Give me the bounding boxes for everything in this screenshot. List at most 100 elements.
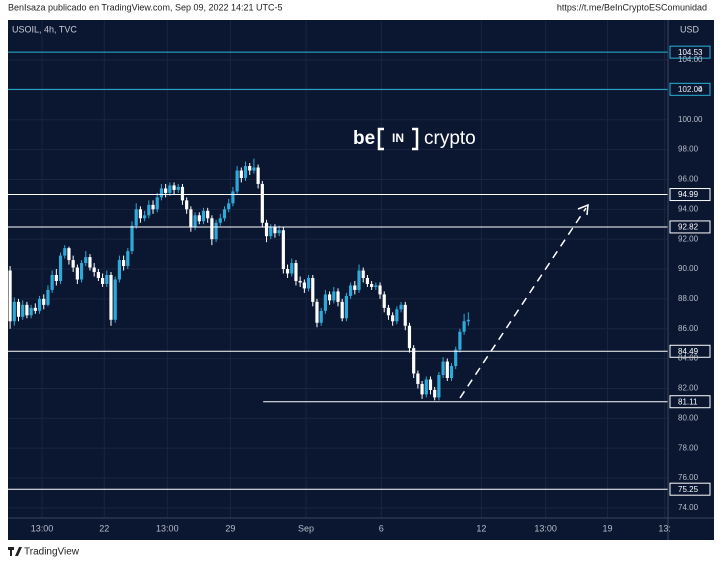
candle-body	[176, 186, 180, 190]
candle-body	[79, 263, 84, 280]
candle-body	[151, 204, 155, 210]
x-tick-label: 12	[476, 523, 486, 533]
candle-body	[269, 227, 273, 237]
candle-body	[311, 277, 315, 302]
level-label: 75.25	[678, 485, 699, 494]
candle-body	[189, 209, 193, 228]
y-tick-label: 88.00	[678, 294, 699, 303]
y-tick-label: 90.00	[678, 264, 699, 273]
candle-body	[201, 210, 206, 222]
candle-body	[239, 170, 243, 178]
level-label: 81.11	[678, 397, 698, 406]
link[interactable]: https://t.me/BeInCryptoESComunidad	[557, 2, 707, 12]
watermark: be IN crypto	[353, 127, 476, 151]
candle-body	[210, 218, 214, 240]
candle-body	[235, 170, 239, 192]
projection-arrow	[459, 203, 589, 399]
candle-body	[458, 331, 462, 350]
author-line: BenIsaza publicado en TradingView.com, S…	[8, 2, 283, 12]
candle-body	[243, 166, 248, 178]
candle-body	[332, 291, 336, 301]
candle-body	[391, 315, 395, 322]
candle-body	[248, 166, 252, 171]
candle-body	[29, 307, 33, 316]
candle-body	[231, 191, 235, 204]
candle-body	[75, 267, 79, 280]
candle-body	[147, 204, 151, 216]
level-label: 92.82	[678, 223, 699, 232]
candle-body	[336, 291, 340, 302]
candle-body	[84, 257, 88, 264]
candle-body	[37, 298, 42, 311]
level-label-box	[669, 395, 711, 409]
candle-body	[416, 373, 420, 384]
y-tick-label: 94.00	[678, 204, 699, 213]
x-tick-label: 22	[99, 523, 109, 533]
y-tick-label: 86.00	[678, 324, 699, 333]
y-tick-label: 102.00	[678, 85, 703, 94]
watermark-in: IN	[392, 131, 404, 145]
candle-body	[361, 270, 365, 278]
x-tick-label: 13:00	[31, 523, 54, 533]
candle-body	[395, 309, 399, 322]
candle-body	[437, 375, 441, 398]
candle-body	[386, 307, 391, 316]
candle-body	[143, 215, 147, 219]
candle-body	[323, 294, 327, 311]
footer-logo: TradingView	[8, 547, 80, 558]
candle-body	[454, 349, 458, 367]
level-label-box	[669, 220, 711, 234]
candle-body	[319, 310, 323, 323]
candle-body	[117, 260, 122, 280]
x-tick-label: 19	[602, 523, 612, 533]
level-label: 84.49	[678, 347, 699, 356]
candle-body	[407, 325, 412, 349]
x-tick-label: 29	[225, 523, 235, 533]
candle-body	[21, 304, 25, 317]
y-tick-label: 98.00	[678, 145, 699, 154]
candle-body	[159, 188, 164, 198]
candle-body	[63, 248, 67, 256]
candle-body	[273, 227, 277, 234]
candle-body	[294, 263, 298, 281]
candle-body	[222, 209, 227, 219]
y-tick-label: 82.00	[678, 384, 699, 393]
candle-body	[302, 282, 306, 289]
candle-body	[33, 307, 37, 311]
candle-body	[252, 167, 256, 171]
projection-line	[459, 207, 587, 399]
candle-body	[214, 222, 218, 240]
candle-body	[193, 215, 197, 228]
level-label: 94.99	[678, 190, 699, 199]
candle-body	[344, 295, 349, 319]
candle-body	[441, 361, 445, 376]
candle-body	[50, 275, 54, 290]
level-label-box	[669, 82, 711, 96]
candle-body	[155, 197, 159, 210]
candle-body	[12, 301, 16, 322]
x-tick-label: Sep	[298, 523, 314, 533]
candle-body	[180, 186, 185, 201]
x-tick-label: 13:00	[156, 523, 179, 533]
y-tick-label: 92.00	[678, 234, 699, 243]
x-tick-label: 6	[379, 523, 384, 533]
candles	[8, 158, 470, 401]
level-label-box	[669, 188, 711, 202]
candle-body	[54, 275, 58, 281]
candle-body	[420, 383, 424, 395]
candle-body	[285, 269, 290, 274]
candle-body	[424, 379, 428, 395]
candle-body	[126, 251, 130, 267]
y-tick-label: 100.00	[678, 115, 703, 124]
candle-body	[260, 183, 264, 223]
candle-body	[227, 203, 231, 210]
arrow-head	[577, 203, 589, 216]
candle-body	[298, 280, 302, 283]
ticks: 74.00 76.00 78.00 80.00 82.00 84.00 86.00 88.00…	[31, 55, 703, 533]
candle-body	[100, 277, 105, 284]
candle-body	[378, 285, 382, 295]
candle-body	[42, 298, 46, 305]
candle-body	[365, 277, 370, 284]
candle-body	[185, 200, 189, 210]
